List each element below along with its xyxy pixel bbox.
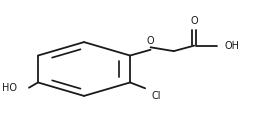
Text: Cl: Cl — [151, 91, 161, 101]
Text: HO: HO — [2, 83, 17, 93]
Text: O: O — [147, 36, 154, 46]
Text: OH: OH — [224, 41, 239, 51]
Text: O: O — [190, 16, 198, 26]
